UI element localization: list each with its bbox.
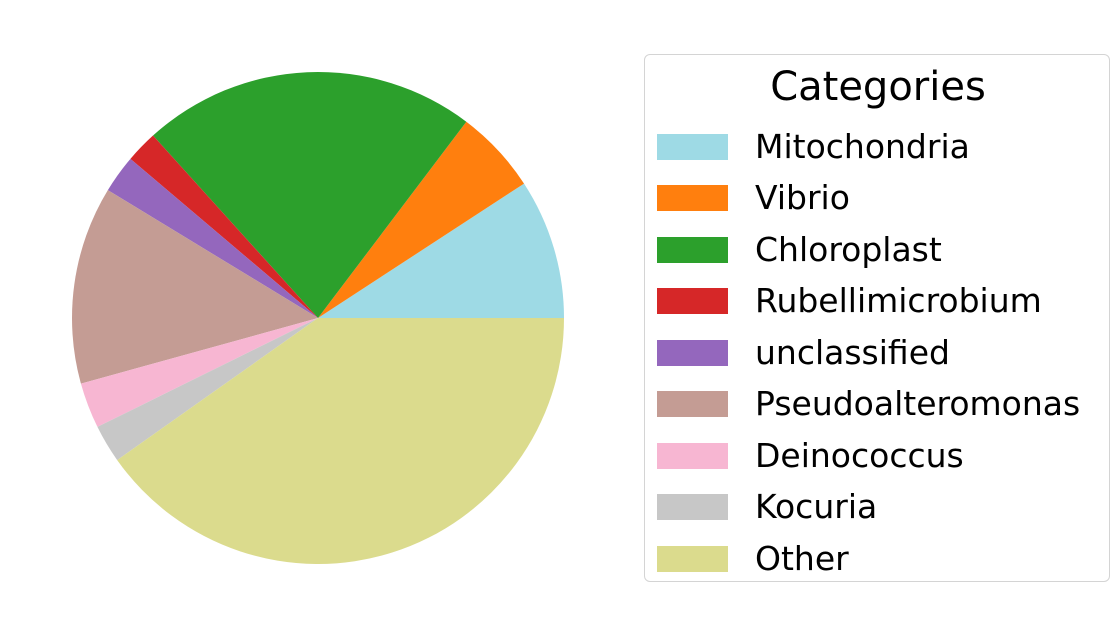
pie-chart-svg xyxy=(71,72,564,564)
pie-slice-rubellimicrobium xyxy=(130,135,318,318)
legend-swatch xyxy=(657,133,728,160)
pie-slice-vibrio xyxy=(318,121,525,318)
legend-list: Mitochondria Vibrio Chloroplast Rubellimicr… xyxy=(657,121,1080,585)
pie-slice-other xyxy=(117,318,564,564)
legend-swatch xyxy=(657,236,728,263)
legend-label: Rubellimicrobium xyxy=(755,281,1042,321)
legend-swatch xyxy=(657,391,728,418)
legend-item-deinococcus: Deinococcus xyxy=(657,430,1080,482)
legend-item-kocuria: Kocuria xyxy=(657,482,1080,534)
legend-item-vibrio: Vibrio xyxy=(657,173,1080,225)
legend-swatch xyxy=(657,339,728,366)
pie-slice-deinococcus xyxy=(80,318,318,427)
legend-swatch xyxy=(657,545,728,572)
pie-slice-pseudoalteromonas xyxy=(71,190,318,384)
legend-swatch xyxy=(657,494,728,521)
legend-item-pseudoalteromonas: Pseudoalteromonas xyxy=(657,379,1080,431)
legend-label: Other xyxy=(755,538,849,578)
legend-item-chloroplast: Chloroplast xyxy=(657,224,1080,276)
legend-label: Chloroplast xyxy=(755,229,942,269)
legend: Categories Mitochondria Vibrio Chloroplast… xyxy=(644,54,1110,582)
legend-label: Pseudoalteromonas xyxy=(755,384,1081,424)
legend-swatch xyxy=(657,288,728,315)
pie-slice-mitochondria xyxy=(318,183,564,318)
legend-title: Categories xyxy=(770,64,986,110)
pie-slice-kocuria xyxy=(97,318,319,461)
legend-label: Vibrio xyxy=(755,178,850,218)
legend-label: unclassified xyxy=(755,332,950,372)
legend-label: Deinococcus xyxy=(755,435,964,475)
legend-item-mitochondria: Mitochondria xyxy=(657,121,1080,173)
legend-item-rubellimicrobium: Rubellimicrobium xyxy=(657,276,1080,328)
legend-swatch xyxy=(657,442,728,469)
legend-label: Mitochondria xyxy=(755,126,970,166)
legend-item-other: Other xyxy=(657,533,1080,585)
legend-label: Kocuria xyxy=(755,487,878,527)
legend-item-unclassified: unclassified xyxy=(657,327,1080,379)
pie-slice-unclassified xyxy=(107,158,319,318)
legend-swatch xyxy=(657,185,728,212)
pie-slice-chloroplast xyxy=(153,72,467,318)
